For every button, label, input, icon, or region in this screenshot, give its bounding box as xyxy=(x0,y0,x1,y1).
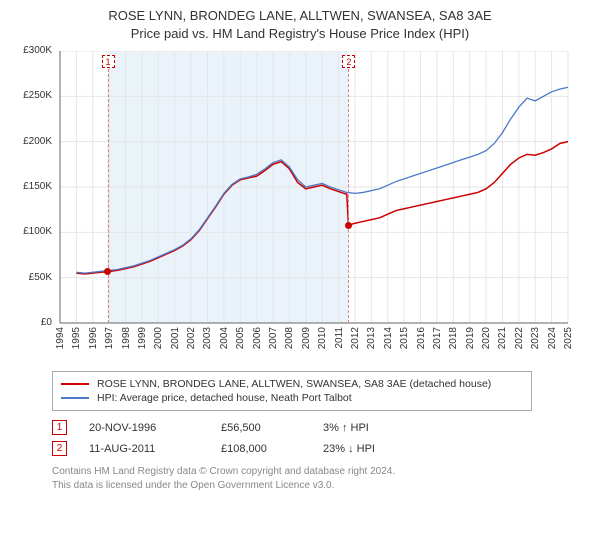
x-tick-label: 1996 xyxy=(88,327,99,349)
x-tick-label: 2016 xyxy=(416,327,427,349)
x-tick-label: 2025 xyxy=(563,327,574,349)
sale-price-1: £56,500 xyxy=(221,422,301,434)
chart-svg xyxy=(12,51,572,363)
sale-marker-2: 2 xyxy=(52,441,67,456)
chart-container: ROSE LYNN, BRONDEG LANE, ALLTWEN, SWANSE… xyxy=(0,0,600,492)
x-tick-label: 2004 xyxy=(219,327,230,349)
y-tick-label: £150K xyxy=(12,181,52,192)
x-tick-label: 2014 xyxy=(383,327,394,349)
x-tick-label: 2020 xyxy=(481,327,492,349)
sale-marker-box: 1 xyxy=(102,55,115,68)
legend-swatch-2 xyxy=(61,397,89,399)
y-tick-label: £50K xyxy=(12,272,52,283)
y-tick-label: £0 xyxy=(12,317,52,328)
license-line-2: This data is licensed under the Open Gov… xyxy=(52,479,532,493)
title-subtitle: Price paid vs. HM Land Registry's House … xyxy=(10,26,590,41)
sale-diff-1: 3% ↑ HPI xyxy=(323,422,423,434)
x-tick-label: 2010 xyxy=(317,327,328,349)
x-tick-label: 2005 xyxy=(235,327,246,349)
y-tick-label: £250K xyxy=(12,90,52,101)
x-tick-label: 2015 xyxy=(399,327,410,349)
x-tick-label: 2007 xyxy=(268,327,279,349)
x-tick-label: 2011 xyxy=(334,327,345,349)
sale-date-2: 11-AUG-2011 xyxy=(89,443,199,455)
x-tick-label: 2018 xyxy=(448,327,459,349)
x-tick-label: 2024 xyxy=(547,327,558,349)
x-tick-label: 2008 xyxy=(284,327,295,349)
x-tick-label: 1997 xyxy=(104,327,115,349)
x-tick-label: 1999 xyxy=(137,327,148,349)
x-tick-label: 1994 xyxy=(55,327,66,349)
x-tick-label: 2003 xyxy=(202,327,213,349)
y-tick-label: £200K xyxy=(12,136,52,147)
y-tick-label: £300K xyxy=(12,45,52,56)
sales-table: 1 20-NOV-1996 £56,500 3% ↑ HPI 2 11-AUG-… xyxy=(52,417,532,459)
sale-dot xyxy=(345,222,352,229)
x-tick-label: 2017 xyxy=(432,327,443,349)
x-tick-label: 2002 xyxy=(186,327,197,349)
x-tick-label: 2012 xyxy=(350,327,361,349)
x-tick-label: 2022 xyxy=(514,327,525,349)
x-tick-label: 2006 xyxy=(252,327,263,349)
sale-dashed-line xyxy=(348,69,349,323)
sale-date-1: 20-NOV-1996 xyxy=(89,422,199,434)
sale-row-1: 1 20-NOV-1996 £56,500 3% ↑ HPI xyxy=(52,417,532,438)
legend-label-2: HPI: Average price, detached house, Neat… xyxy=(97,392,352,404)
x-tick-label: 2013 xyxy=(366,327,377,349)
title-block: ROSE LYNN, BRONDEG LANE, ALLTWEN, SWANSE… xyxy=(0,0,600,45)
x-tick-label: 2001 xyxy=(170,327,181,349)
sale-row-2: 2 11-AUG-2011 £108,000 23% ↓ HPI xyxy=(52,438,532,459)
x-tick-label: 1995 xyxy=(71,327,82,349)
x-tick-label: 2000 xyxy=(153,327,164,349)
chart-area: £0£50K£100K£150K£200K£250K£300K 19941995… xyxy=(12,51,588,363)
license-line-1: Contains HM Land Registry data © Crown c… xyxy=(52,465,532,479)
sale-diff-2: 23% ↓ HPI xyxy=(323,443,423,455)
legend-row-2: HPI: Average price, detached house, Neat… xyxy=(61,391,523,405)
sale-dashed-line xyxy=(108,69,109,323)
x-tick-label: 2009 xyxy=(301,327,312,349)
legend-box: ROSE LYNN, BRONDEG LANE, ALLTWEN, SWANSE… xyxy=(52,371,532,411)
x-tick-label: 1998 xyxy=(121,327,132,349)
x-tick-label: 2019 xyxy=(465,327,476,349)
y-tick-label: £100K xyxy=(12,226,52,237)
sale-marker-1: 1 xyxy=(52,420,67,435)
title-address: ROSE LYNN, BRONDEG LANE, ALLTWEN, SWANSE… xyxy=(10,8,590,23)
legend-label-1: ROSE LYNN, BRONDEG LANE, ALLTWEN, SWANSE… xyxy=(97,378,491,390)
legend-swatch-1 xyxy=(61,383,89,385)
x-tick-label: 2021 xyxy=(497,327,508,349)
legend-row-1: ROSE LYNN, BRONDEG LANE, ALLTWEN, SWANSE… xyxy=(61,377,523,391)
license-text: Contains HM Land Registry data © Crown c… xyxy=(52,465,532,492)
sale-price-2: £108,000 xyxy=(221,443,301,455)
x-tick-label: 2023 xyxy=(530,327,541,349)
sale-marker-box: 2 xyxy=(342,55,355,68)
